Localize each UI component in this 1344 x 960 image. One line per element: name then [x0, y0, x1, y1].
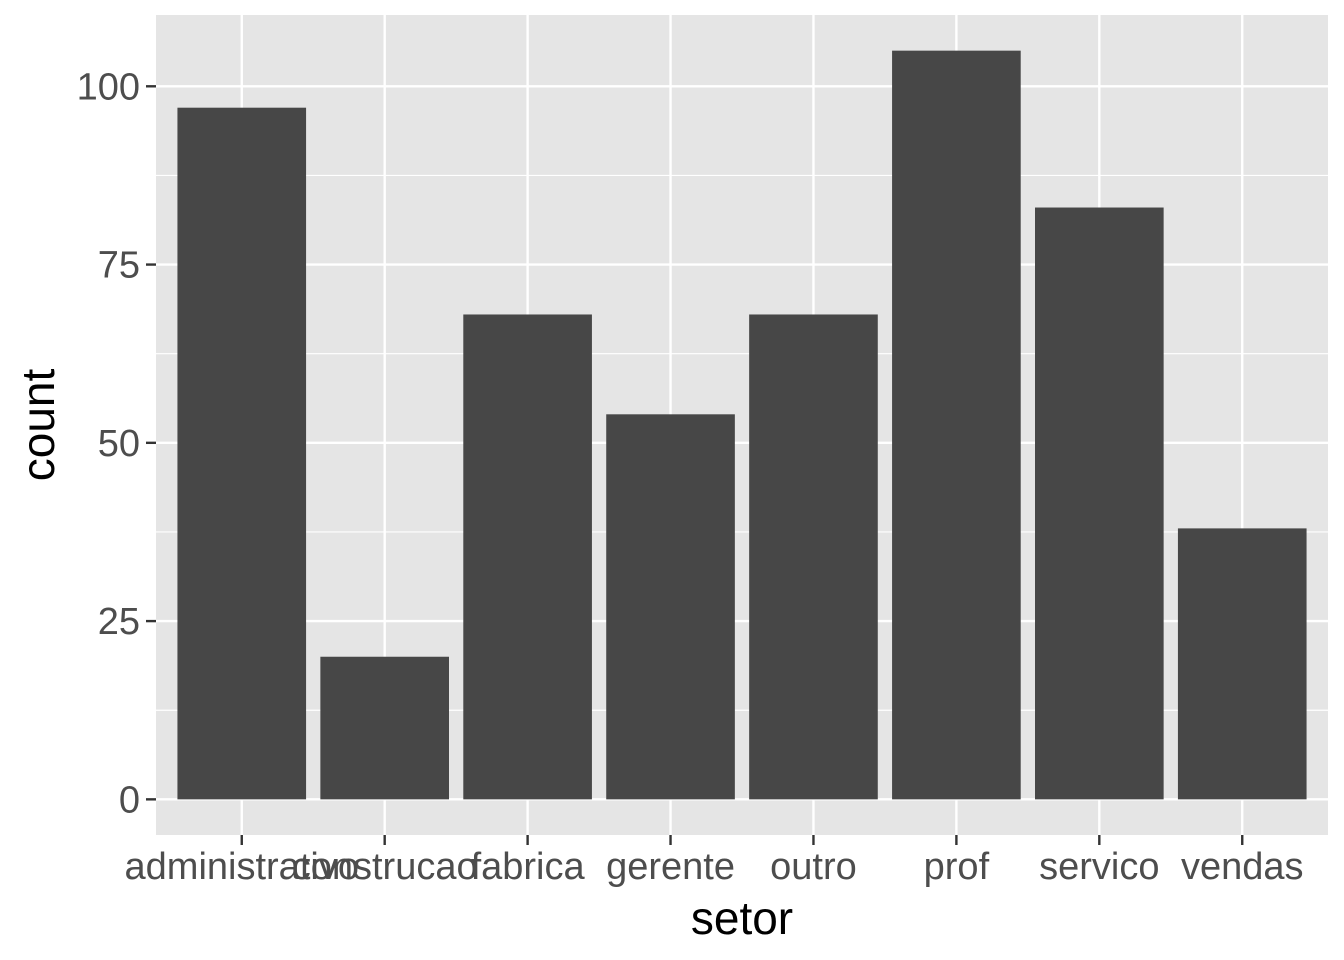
x-tick-label: construcao [292, 846, 478, 888]
y-tick-label: 50 [98, 423, 140, 465]
bars [177, 50, 1307, 800]
bar-construcao [320, 656, 449, 800]
x-tick-label: outro [770, 846, 857, 888]
x-axis-title: setor [691, 892, 793, 944]
x-tick-label: gerente [606, 846, 735, 888]
bar-prof [892, 50, 1021, 800]
tick-labels: 0 25 50 75 100 administrativoconstrucaofabric… [77, 66, 1304, 888]
bar-outro [749, 314, 878, 800]
x-tick-label: servico [1039, 846, 1159, 888]
x-tick-label: vendas [1181, 846, 1304, 888]
bar-vendas [1177, 528, 1307, 800]
x-tick-label: fabrica [471, 846, 586, 888]
axis-ticks [146, 85, 1244, 845]
y-axis-title: count [12, 369, 64, 482]
x-tick-label: administrativo [125, 846, 359, 888]
y-tick-label: 100 [77, 66, 140, 108]
y-tick-label: 25 [98, 601, 140, 643]
y-tick-label: 0 [119, 779, 140, 821]
bar-fabrica [463, 314, 592, 800]
bar-gerente [606, 414, 735, 800]
x-tick-label: prof [924, 846, 990, 888]
y-tick-label: 75 [98, 245, 140, 287]
bar-servico [1035, 207, 1164, 800]
bar-administrativo [177, 107, 307, 800]
